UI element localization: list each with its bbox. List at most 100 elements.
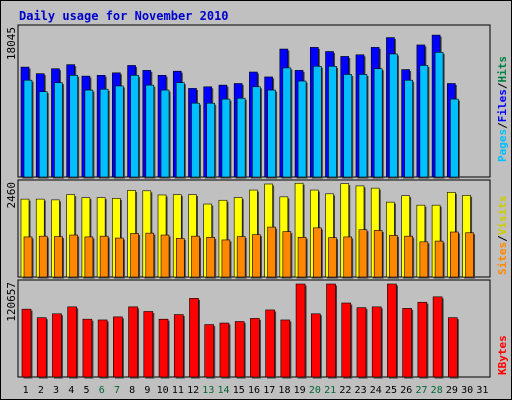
sites-bar-30 [465,232,474,278]
sites-bar-25 [389,235,398,278]
sites-bar-21 [328,237,337,278]
legend-pages-files-hits-part: / [496,82,509,89]
visits-sites-panel [20,182,476,279]
x-tick-label: 9 [144,385,150,396]
sites-bar-23 [358,229,368,278]
sites-bar-6 [99,235,109,278]
kbytes-bar-12 [189,298,199,378]
x-tick-label: 2 [38,385,44,396]
sites-bar-19 [297,237,307,278]
files-bar-1 [23,79,33,178]
kbytes-bar-25 [387,283,397,378]
x-tick-label: 10 [157,385,169,396]
files-bar-21 [328,65,337,178]
visits-sites-ymax-label: 2460 [5,182,18,209]
kbytes-bar-29 [448,317,458,378]
sites-bar-26 [404,235,413,278]
kbytes-bar-10 [158,318,169,378]
x-tick-label: 28 [431,385,443,396]
sites-bar-1 [23,236,33,278]
sites-bar-14 [221,239,231,278]
sites-bar-16 [252,234,261,278]
legend-pages-files-hits-part: / [496,122,509,129]
legend-pages-files-hits-part: Files [496,89,509,122]
hits-files-panel [20,34,460,179]
files-bar-20 [312,65,322,178]
x-tick-label: 19 [294,385,306,396]
sites-bar-8 [130,233,139,278]
kbytes-bar-15 [234,321,245,378]
files-bar-4 [69,74,78,178]
chart-title: Daily usage for November 2010 [19,9,229,23]
files-bar-12 [191,102,200,178]
kbytes-bar-9 [143,311,154,378]
kbytes-bar-11 [173,314,184,378]
files-bar-25 [389,53,398,178]
x-tick-label: 23 [355,385,367,396]
x-tick-label: 13 [202,385,214,396]
kbytes-bar-4 [67,306,77,378]
kbytes-bar-26 [402,308,412,378]
x-tick-label: 31 [476,385,488,396]
sites-bar-10 [160,234,170,278]
kbytes-bar-27 [417,301,428,378]
x-tick-label: 6 [99,385,105,396]
x-tick-label: 25 [385,385,397,396]
x-tick-label: 12 [187,385,199,396]
kbytes-bar-5 [82,318,93,378]
files-bar-27 [419,65,429,178]
files-bar-22 [343,74,353,178]
kbytes-bar-16 [250,318,260,378]
x-tick-label: 11 [172,385,184,396]
sites-bar-29 [450,231,459,278]
kbytes-bar-7 [113,316,123,378]
x-tick-label: 4 [68,385,74,396]
sites-bar-17 [267,226,276,278]
files-bar-15 [236,97,246,178]
kbytes-bar-14 [219,322,230,378]
x-tick-label: 29 [446,385,458,396]
x-tick-label: 15 [233,385,245,396]
x-tick-label: 18 [278,385,290,396]
kbytes-bar-21 [326,283,336,378]
legend-sites-visits-part: / [496,235,509,242]
x-tick-label: 22 [339,385,351,396]
x-tick-label: 16 [248,385,260,396]
kbytes-bar-23 [356,307,367,378]
files-bar-29 [450,98,459,178]
sites-bar-24 [373,230,383,278]
files-bar-11 [175,82,185,178]
legend-kbytes-part: KBytes [496,335,509,375]
files-bar-10 [160,89,170,178]
files-bar-23 [358,74,368,178]
files-bar-2 [38,91,48,178]
x-tick-label: 26 [400,385,412,396]
kbytes-bar-19 [295,283,306,378]
sites-bar-20 [312,227,322,278]
kbytes-bar-13 [204,324,215,378]
files-bar-18 [282,67,292,178]
sites-bar-11 [175,238,185,278]
files-bar-19 [297,80,307,178]
files-bar-3 [54,82,63,178]
kbytes-bar-18 [280,319,291,378]
files-bar-24 [373,68,383,178]
files-bar-7 [115,85,124,178]
sites-bar-15 [236,236,246,278]
files-bar-8 [130,74,139,178]
sites-bar-5 [84,236,94,278]
legend-sites-visits: Sites/Visits [496,196,509,276]
x-tick-label: 27 [415,385,427,396]
kbytes-bar-2 [36,317,47,378]
sites-bar-9 [145,232,155,278]
kbytes-bar-28 [432,296,443,378]
legend-pages-files-hits-part: Hits [496,56,509,83]
kbytes-ymax-label: 120657 [5,282,18,322]
files-bar-28 [434,52,444,178]
kbytes-panel [21,283,459,379]
x-tick-label: 17 [263,385,275,396]
kbytes-bar-20 [310,313,321,378]
files-bar-9 [145,84,155,178]
files-bar-6 [99,88,109,178]
